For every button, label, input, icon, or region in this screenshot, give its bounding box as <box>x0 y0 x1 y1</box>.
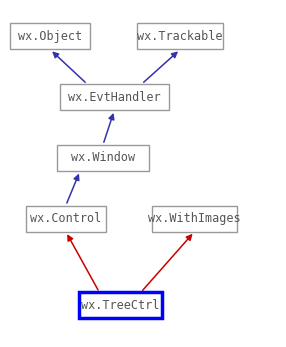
FancyBboxPatch shape <box>79 292 162 319</box>
Text: wx.Control: wx.Control <box>30 212 102 225</box>
Text: wx.TreeCtrl: wx.TreeCtrl <box>81 299 159 312</box>
Text: wx.EvtHandler: wx.EvtHandler <box>68 91 161 104</box>
FancyBboxPatch shape <box>57 145 149 171</box>
FancyBboxPatch shape <box>26 205 106 232</box>
FancyBboxPatch shape <box>60 84 169 110</box>
FancyBboxPatch shape <box>10 24 90 50</box>
Text: wx.Object: wx.Object <box>18 30 82 43</box>
Text: wx.WithImages: wx.WithImages <box>148 212 241 225</box>
FancyBboxPatch shape <box>137 24 223 50</box>
Text: wx.Window: wx.Window <box>71 151 135 164</box>
FancyBboxPatch shape <box>152 205 237 232</box>
Text: wx.Trackable: wx.Trackable <box>138 30 223 43</box>
